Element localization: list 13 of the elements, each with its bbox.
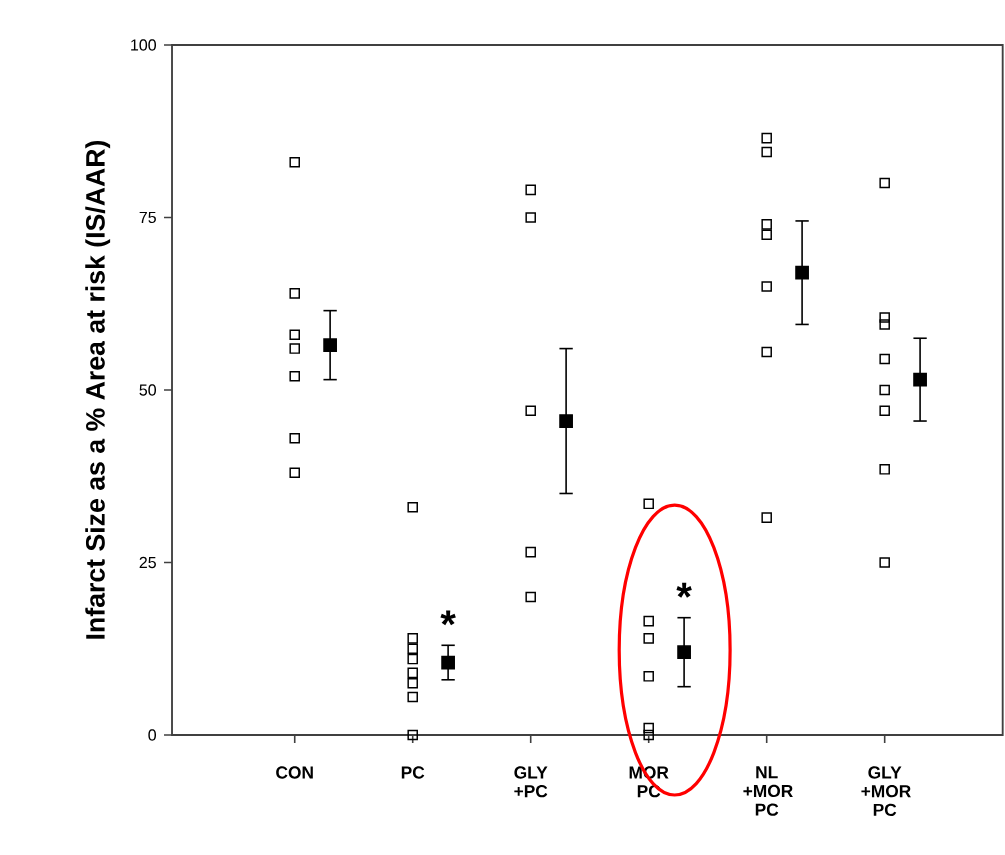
y-tick-label: 0	[148, 729, 157, 741]
y-tick-label: 25	[139, 556, 156, 569]
x-tick-label: GLY +MOR PC	[861, 766, 911, 816]
y-tick-label: 100	[131, 39, 157, 51]
y-axis-title: Infarct Size as a % Area at risk (IS/AAR)	[85, 140, 111, 639]
y-tick-label: 50	[139, 384, 157, 396]
x-tick-label: NL +MOR PC	[743, 766, 793, 816]
x-tick-label: PC	[401, 766, 425, 779]
annotation: *	[676, 582, 692, 598]
annotation: *	[440, 610, 456, 626]
x-tick-label: GLY +PC	[514, 766, 548, 798]
y-tick-label: 75	[139, 211, 156, 224]
x-tick-label: CON	[276, 766, 313, 779]
